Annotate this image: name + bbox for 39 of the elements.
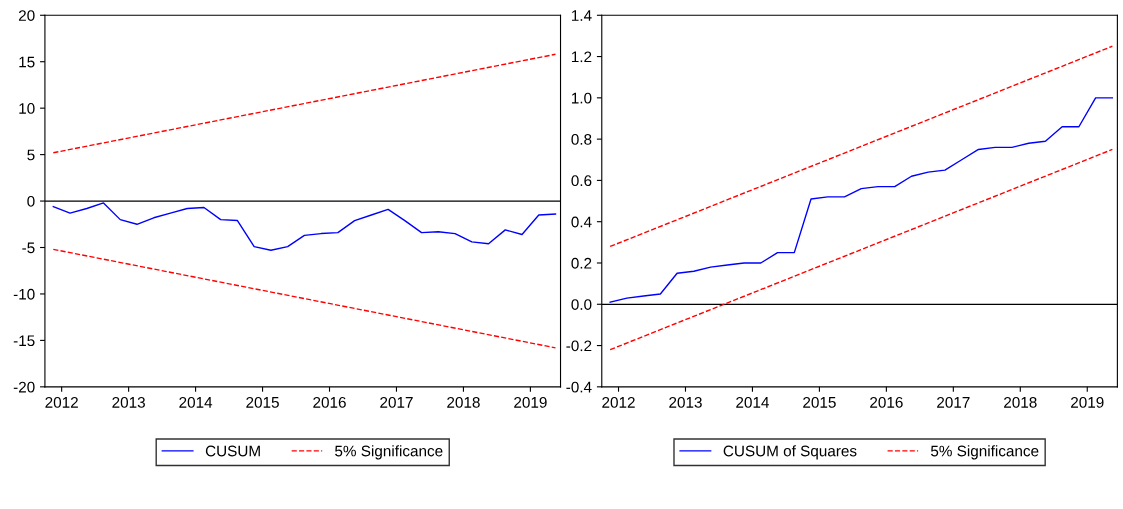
y-tick-label: 20 [18, 10, 35, 21]
y-tick-label: -0.2 [566, 340, 592, 352]
x-tick-label: 2018 [1004, 396, 1037, 408]
y-tick-label: -0.4 [566, 381, 592, 393]
y-tick-label: -10 [13, 288, 35, 300]
y-tick-label: 5 [27, 149, 35, 161]
legend-label: 5% Significance [930, 445, 1039, 460]
x-tick-label: 2014 [736, 396, 769, 408]
y-tick-label: 10 [19, 103, 35, 114]
y-tick-label: -15 [13, 335, 35, 347]
legend-label: 5% Significance [335, 445, 443, 460]
legend-label: CUSUM of Squares [723, 445, 857, 460]
y-tick-label: 1.0 [571, 92, 592, 104]
x-tick-label: 2012 [602, 396, 635, 408]
x-tick-label: 2014 [179, 396, 213, 408]
y-tick-label: 0.0 [571, 299, 592, 310]
x-tick-label: 2017 [380, 396, 413, 408]
y-tick-label: 0.8 [571, 133, 592, 145]
x-tick-label: 2017 [937, 396, 970, 408]
y-tick-label: 1.2 [571, 51, 592, 63]
y-tick-label: 0.4 [571, 216, 592, 228]
x-tick-label: 2018 [447, 396, 480, 408]
y-tick-label: 1.4 [571, 10, 592, 21]
y-tick-label: -5 [22, 242, 35, 254]
y-tick-label: 0 [27, 195, 35, 207]
x-tick-label: 2012 [45, 396, 78, 408]
y-tick-label: 15 [19, 56, 35, 68]
legend-label: CUSUM [205, 445, 260, 457]
x-tick-label: 2015 [246, 396, 279, 408]
y-tick-label: 0.6 [571, 175, 592, 187]
x-tick-label: 2016 [313, 396, 346, 408]
x-tick-label: 2019 [514, 396, 547, 408]
x-tick-label: 2013 [669, 396, 702, 408]
x-tick-label: 2016 [870, 396, 903, 408]
y-tick-label: 0.2 [571, 257, 592, 269]
x-tick-label: 2019 [1071, 396, 1104, 408]
y-tick-label: -20 [13, 381, 35, 393]
x-tick-label: 2015 [803, 396, 836, 408]
x-tick-label: 2013 [112, 396, 145, 408]
